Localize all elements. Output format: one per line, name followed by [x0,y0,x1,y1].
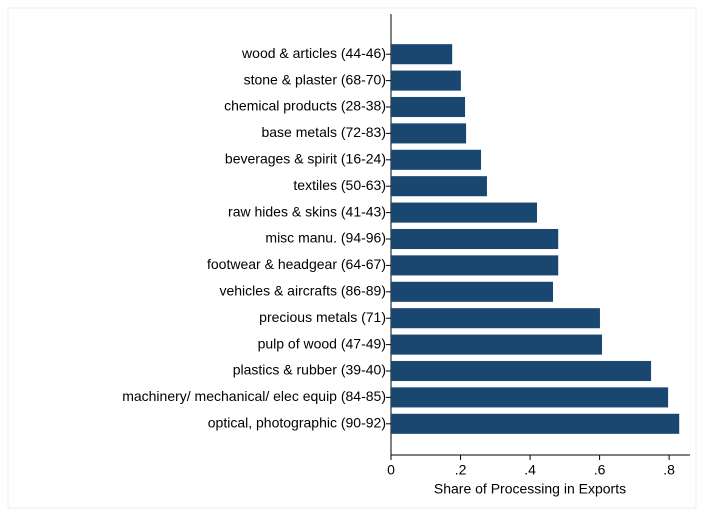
bar [391,70,461,91]
bar [391,202,538,223]
x-tick-label: 0 [387,462,395,478]
bar [391,176,487,197]
y-tick-label: plastics & rubber (39-40) [233,362,386,378]
y-tick-label: optical, photographic (90-92) [208,415,386,431]
y-tick-label: textiles (50-63) [293,177,386,193]
y-tick-label: pulp of wood (47-49) [258,335,386,351]
y-tick-label: base metals (72-83) [261,124,386,140]
y-tick-label: footwear & headgear (64-67) [207,256,386,272]
bar [391,308,600,329]
bar [391,360,652,382]
x-tick-label: .4 [524,462,536,478]
bar [391,123,467,144]
y-tick-label: beverages & spirit (16-24) [225,151,386,167]
y-tick-label: precious metals (71) [259,309,386,325]
bar [391,387,669,408]
bar [391,281,554,302]
x-axis-label: Share of Processing in Exports [434,481,626,497]
y-tick-label: wood & articles (44-46) [241,45,386,61]
y-tick-label: raw hides & skins (41-43) [228,203,386,219]
y-tick-label: machinery/ mechanical/ elec equip (84-85… [122,388,386,404]
y-tick-label: chemical products (28-38) [224,98,386,114]
bar [391,149,482,170]
y-tick-label: vehicles & aircrafts (86-89) [219,283,386,299]
bar [391,228,559,250]
bar [391,96,466,118]
bar [391,255,559,276]
bar [391,413,680,434]
x-tick-label: .6 [594,462,606,478]
x-tick-label: .2 [455,462,467,478]
y-tick-label: stone & plaster (68-70) [244,71,386,87]
y-tick-label: misc manu. (94-96) [265,230,386,246]
x-tick-label: .8 [663,462,675,478]
bar [391,334,603,355]
bar [391,44,453,65]
